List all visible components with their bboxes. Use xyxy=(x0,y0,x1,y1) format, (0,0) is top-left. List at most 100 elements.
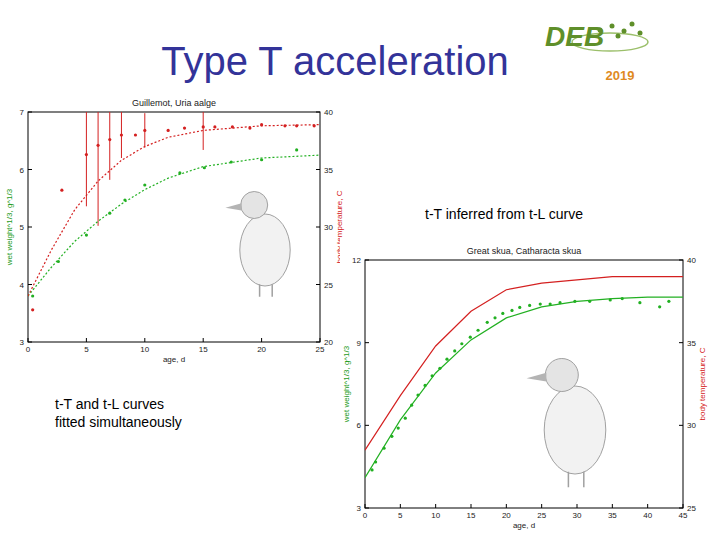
y2-tick-label: 40 xyxy=(324,108,333,117)
data-point xyxy=(469,336,472,339)
x-tick xyxy=(647,504,648,508)
data-layer xyxy=(365,277,683,478)
data-point xyxy=(453,349,456,352)
chart: Guillemot, Uria aalge0510152025age, d345… xyxy=(5,65,344,364)
x-tick-label: 15 xyxy=(199,345,208,354)
y-tick xyxy=(28,227,32,228)
x-tick-label: 5 xyxy=(84,345,89,354)
y-tick xyxy=(365,342,369,343)
y-tick-label: 6 xyxy=(20,166,25,175)
y2-tick-label: 40 xyxy=(687,256,696,265)
annotation: t-T inferred from t-L curve xyxy=(425,206,583,222)
annotation: t-T and t-L curves xyxy=(55,396,164,412)
y-tick-label: 7 xyxy=(20,108,25,117)
y2-tick xyxy=(679,425,683,426)
y2-tick xyxy=(679,508,683,509)
data-point xyxy=(134,133,137,136)
bird-legs xyxy=(568,472,583,487)
x-tick-label: 10 xyxy=(140,345,149,354)
slide: Type T acceleration DEB 2019 Guillemot, Uri… xyxy=(0,0,720,540)
x-tick xyxy=(365,504,366,508)
y2-tick-label: 20 xyxy=(324,338,333,347)
y-tick xyxy=(28,112,32,113)
chart-background xyxy=(340,238,720,540)
data-point xyxy=(404,417,407,420)
data-point xyxy=(638,301,641,304)
logo: DEB 2019 xyxy=(545,21,648,83)
x-tick xyxy=(506,504,507,508)
data-point xyxy=(460,342,463,345)
data-point xyxy=(213,125,216,128)
y-tick-label: 4 xyxy=(20,281,25,290)
data-point xyxy=(667,300,670,303)
logo-dot xyxy=(630,22,635,27)
y-tick xyxy=(28,169,32,170)
slide-title: Type T acceleration xyxy=(161,39,509,83)
y-axis-label: wet weight^1/3, g^1/3 xyxy=(5,188,14,266)
x-tick xyxy=(203,338,204,342)
data-point xyxy=(108,138,111,141)
logo-dot xyxy=(622,29,627,34)
data-point xyxy=(143,129,146,132)
data-point xyxy=(120,133,123,136)
x-tick-label: 25 xyxy=(537,511,546,520)
y2-tick xyxy=(316,169,320,170)
y2-tick xyxy=(679,342,683,343)
data-point xyxy=(528,304,531,307)
x-axis-label: age, d xyxy=(513,521,535,530)
data-point xyxy=(518,306,521,309)
data-point xyxy=(85,153,88,156)
x-tick xyxy=(28,338,29,342)
y2-tick-label: 35 xyxy=(687,339,696,348)
bird-legs xyxy=(260,284,273,297)
data-point xyxy=(143,183,146,186)
bird-body xyxy=(544,386,606,474)
chart-title: Great skua, Catharacta skua xyxy=(467,246,582,256)
bird-drawing xyxy=(225,192,290,297)
x-tick-label: 5 xyxy=(398,511,403,520)
y2-tick-label: 30 xyxy=(687,421,696,430)
data-point xyxy=(31,308,34,311)
x-tick xyxy=(144,338,145,342)
x-tick xyxy=(471,504,472,508)
data-point xyxy=(96,144,99,147)
data-line xyxy=(365,277,683,451)
data-point xyxy=(539,302,542,305)
y-tick xyxy=(365,425,369,426)
chart-title: Guillemot, Uria aalge xyxy=(132,98,216,108)
x-tick xyxy=(86,338,87,342)
data-point xyxy=(397,426,400,429)
error-bar xyxy=(98,112,99,226)
y2-tick xyxy=(316,112,320,113)
bird-body xyxy=(240,214,290,286)
y-tick xyxy=(365,508,369,509)
x-tick xyxy=(683,504,684,508)
data-point xyxy=(510,309,513,312)
y-tick-label: 9 xyxy=(357,339,362,348)
data-point xyxy=(476,329,479,332)
x-tick-label: 20 xyxy=(257,345,266,354)
data-line xyxy=(365,297,683,477)
chart: Great skua, Catharacta skua0510152025303… xyxy=(340,238,720,540)
annotation: fitted simultaneously xyxy=(55,414,182,430)
logo-text: DEB xyxy=(545,21,604,52)
y2-tick xyxy=(316,284,320,285)
data-point xyxy=(202,125,205,128)
data-point xyxy=(445,358,448,361)
y2-tick xyxy=(316,342,320,343)
y2-tick-label: 35 xyxy=(324,166,333,175)
x-tick xyxy=(541,504,542,508)
y-tick xyxy=(28,284,32,285)
x-tick-label: 0 xyxy=(26,345,31,354)
y2-tick-label: 25 xyxy=(324,281,333,290)
bird-beak xyxy=(527,373,547,382)
logo-year: 2019 xyxy=(606,68,635,83)
x-tick-label: 10 xyxy=(431,511,440,520)
bird-beak xyxy=(225,203,241,210)
logo-dot xyxy=(638,31,643,36)
plot-frame xyxy=(365,260,683,508)
y2-tick xyxy=(679,260,683,261)
data-point xyxy=(85,233,88,236)
bird-head xyxy=(241,192,268,219)
y2-tick-label: 25 xyxy=(687,504,696,513)
